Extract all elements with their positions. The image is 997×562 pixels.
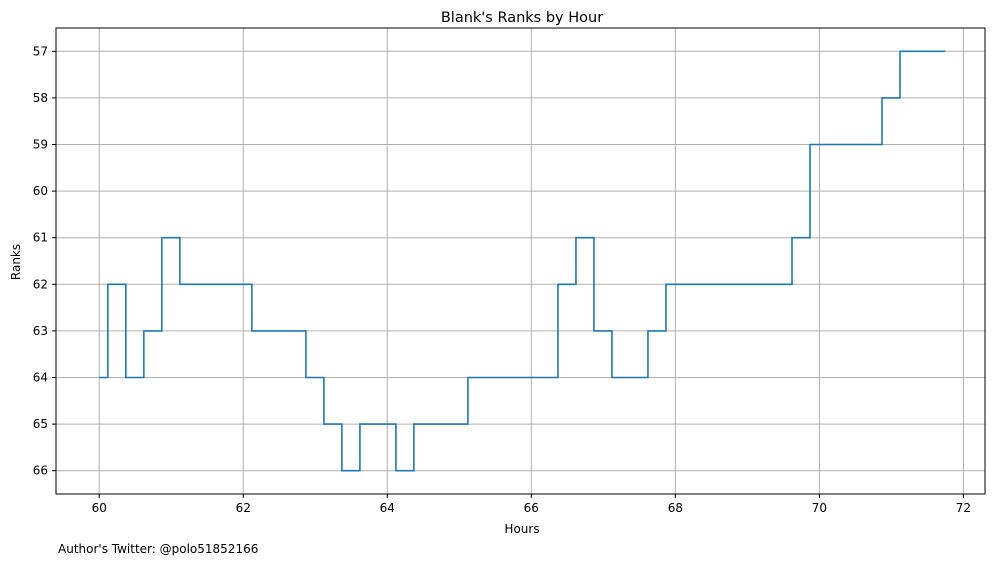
author-twitter-note: Author's Twitter: @polo51852166 [58, 542, 258, 556]
y-tick-label: 66 [33, 464, 48, 478]
plot-frame [55, 27, 986, 495]
x-tick-label: 72 [956, 501, 971, 515]
x-ticks: 60 62 64 66 68 70 72 [92, 494, 971, 515]
x-tick-label: 68 [668, 501, 683, 515]
y-tick-label: 61 [33, 231, 48, 245]
y-tick-label: 64 [33, 371, 48, 385]
x-tick-label: 66 [524, 501, 539, 515]
y-tick-label: 63 [33, 324, 48, 338]
rank-series-line [99, 50, 946, 472]
x-tick-label: 62 [236, 501, 251, 515]
y-tick-label: 59 [33, 138, 48, 152]
y-tick-label: 65 [33, 417, 48, 431]
grid-lines [56, 28, 985, 494]
y-tick-label: 62 [33, 277, 48, 291]
series-line-group [99, 50, 946, 472]
y-axis-label: Ranks [9, 244, 23, 280]
x-tick-label: 64 [380, 501, 395, 515]
y-tick-label: 60 [33, 184, 48, 198]
y-tick-label: 57 [33, 44, 48, 58]
y-ticks: 57 58 59 60 61 62 63 64 65 66 [33, 44, 56, 478]
chart-title: Blank's Ranks by Hour [441, 10, 603, 26]
y-tick-label: 58 [33, 91, 48, 105]
x-axis-label: Hours [504, 522, 539, 536]
x-tick-label: 70 [812, 501, 827, 515]
x-tick-label: 60 [92, 501, 107, 515]
